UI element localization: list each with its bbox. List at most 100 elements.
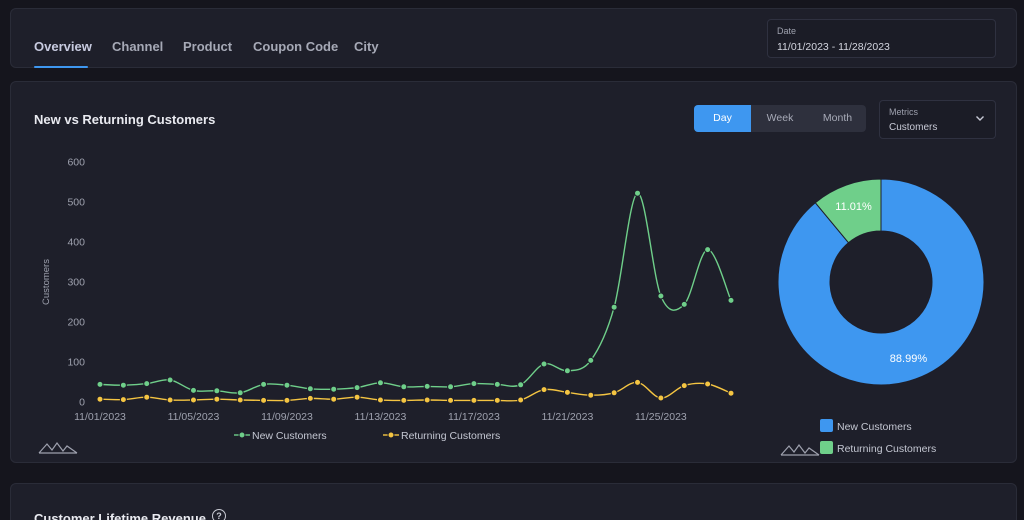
legend-item-returning-customers[interactable]: Returning Customers <box>383 430 500 442</box>
y-tick-label: 100 <box>67 357 85 369</box>
date-range-picker[interactable]: Date 11/01/2023 - 11/28/2023 <box>767 19 996 58</box>
x-tick-label: 11/01/2023 <box>74 411 126 423</box>
granularity-toggle: Day Week Month <box>694 105 866 132</box>
donut-legend: New Customers Returning Customers <box>820 419 936 455</box>
data-point-new-customers[interactable] <box>353 384 361 392</box>
data-point-returning-customers[interactable] <box>517 396 525 404</box>
data-point-new-customers[interactable] <box>330 385 338 393</box>
tabs-card: Overview Channel Product Coupon Code Cit… <box>10 8 1017 68</box>
legend-label-returning: Returning Customers <box>401 430 500 442</box>
data-point-returning-customers[interactable] <box>96 395 104 403</box>
data-point-returning-customers[interactable] <box>283 396 291 404</box>
granularity-week-button[interactable]: Week <box>766 112 794 124</box>
data-point-returning-customers[interactable] <box>540 386 548 394</box>
x-axis-ticks: 11/01/2023 11/05/2023 11/09/2023 11/13/2023… <box>74 411 687 423</box>
donut-legend-label-new: New Customers <box>837 421 912 433</box>
data-point-new-customers[interactable] <box>236 389 244 397</box>
donut-legend-item-returning[interactable]: Returning Customers <box>820 441 936 455</box>
data-point-returning-customers[interactable] <box>400 396 408 404</box>
data-point-returning-customers[interactable] <box>330 395 338 403</box>
x-tick-label: 11/25/2023 <box>635 411 687 423</box>
data-point-returning-customers[interactable] <box>119 396 127 404</box>
donut-legend-item-new[interactable]: New Customers <box>820 419 912 433</box>
data-point-returning-customers[interactable] <box>376 396 384 404</box>
data-point-returning-customers[interactable] <box>143 393 151 401</box>
data-point-new-customers[interactable] <box>119 381 127 389</box>
data-point-new-customers[interactable] <box>680 300 688 308</box>
x-tick-label: 11/05/2023 <box>168 411 220 423</box>
data-point-new-customers[interactable] <box>634 189 642 197</box>
data-point-returning-customers[interactable] <box>189 396 197 404</box>
x-tick-label: 11/21/2023 <box>542 411 594 423</box>
legend-item-new-customers[interactable]: New Customers <box>234 430 327 442</box>
data-point-returning-customers[interactable] <box>634 378 642 386</box>
data-point-new-customers[interactable] <box>470 380 478 388</box>
data-point-returning-customers[interactable] <box>470 396 478 404</box>
data-point-new-customers[interactable] <box>517 381 525 389</box>
date-value: 11/01/2023 - 11/28/2023 <box>777 41 890 53</box>
data-point-new-customers[interactable] <box>657 292 665 300</box>
chart-logo-icon <box>38 441 78 454</box>
data-point-returning-customers[interactable] <box>704 380 712 388</box>
data-point-new-customers[interactable] <box>400 383 408 391</box>
data-point-new-customers[interactable] <box>189 386 197 394</box>
data-point-new-customers[interactable] <box>306 385 314 393</box>
data-point-new-customers[interactable] <box>563 367 571 375</box>
data-point-new-customers[interactable] <box>376 379 384 387</box>
data-point-returning-customers[interactable] <box>423 396 431 404</box>
data-point-returning-customers[interactable] <box>727 389 735 397</box>
data-point-returning-customers[interactable] <box>166 396 174 404</box>
y-axis-ticks: 0 100 200 300 400 500 600 <box>67 157 85 409</box>
data-point-returning-customers[interactable] <box>236 396 244 404</box>
tab-overview[interactable]: Overview <box>34 39 92 54</box>
data-point-returning-customers[interactable] <box>680 382 688 390</box>
tab-city[interactable]: City <box>354 39 379 54</box>
data-point-new-customers[interactable] <box>447 383 455 391</box>
data-point-returning-customers[interactable] <box>353 393 361 401</box>
y-tick-label: 200 <box>67 317 85 329</box>
data-point-new-customers[interactable] <box>166 376 174 384</box>
chevron-down-icon <box>976 116 984 121</box>
tab-channel[interactable]: Channel <box>112 39 164 54</box>
donut-legend-swatch-new <box>820 419 833 432</box>
metrics-select[interactable]: Metrics Customers <box>879 100 996 139</box>
data-point-returning-customers[interactable] <box>213 395 221 403</box>
data-point-returning-customers[interactable] <box>610 389 618 397</box>
data-point-returning-customers[interactable] <box>493 396 501 404</box>
data-point-returning-customers[interactable] <box>306 394 314 402</box>
data-point-new-customers[interactable] <box>610 303 618 311</box>
donut-legend-swatch-returning <box>820 441 833 454</box>
legend-marker-new <box>238 431 246 439</box>
data-point-new-customers[interactable] <box>540 360 548 368</box>
data-point-new-customers[interactable] <box>96 380 104 388</box>
data-point-new-customers[interactable] <box>213 387 221 395</box>
data-point-returning-customers[interactable] <box>260 396 268 404</box>
granularity-month-button[interactable]: Month <box>822 112 853 124</box>
data-point-returning-customers[interactable] <box>657 394 665 402</box>
tab-product[interactable]: Product <box>183 39 233 54</box>
donut-slice-returning-customers[interactable] <box>814 178 882 244</box>
metrics-value: Customers <box>889 122 938 133</box>
data-point-returning-customers[interactable] <box>587 391 595 399</box>
x-tick-label: 11/13/2023 <box>355 411 407 423</box>
data-point-new-customers[interactable] <box>283 381 291 389</box>
chart-card: New vs Returning Customers Day Week Mont… <box>10 81 1017 463</box>
data-point-new-customers[interactable] <box>587 356 595 364</box>
data-point-new-customers[interactable] <box>423 382 431 390</box>
donut-slice-new-customers[interactable] <box>777 178 985 386</box>
data-point-returning-customers[interactable] <box>447 396 455 404</box>
chart-title: New vs Returning Customers <box>34 112 216 127</box>
y-tick-label: 0 <box>79 397 85 409</box>
granularity-day-button[interactable]: Day <box>694 105 751 132</box>
data-point-new-customers[interactable] <box>727 296 735 304</box>
metrics-label: Metrics <box>889 107 918 117</box>
data-point-new-customers[interactable] <box>493 380 501 388</box>
data-point-new-customers[interactable] <box>704 246 712 254</box>
help-icon[interactable]: ? <box>212 509 226 520</box>
tab-coupon-code[interactable]: Coupon Code <box>253 39 339 54</box>
data-point-returning-customers[interactable] <box>563 388 571 396</box>
line-legend: New Customers Returning Customers <box>234 430 500 442</box>
series-line-returning-customers <box>99 381 732 402</box>
data-point-new-customers[interactable] <box>143 380 151 388</box>
data-point-new-customers[interactable] <box>260 380 268 388</box>
